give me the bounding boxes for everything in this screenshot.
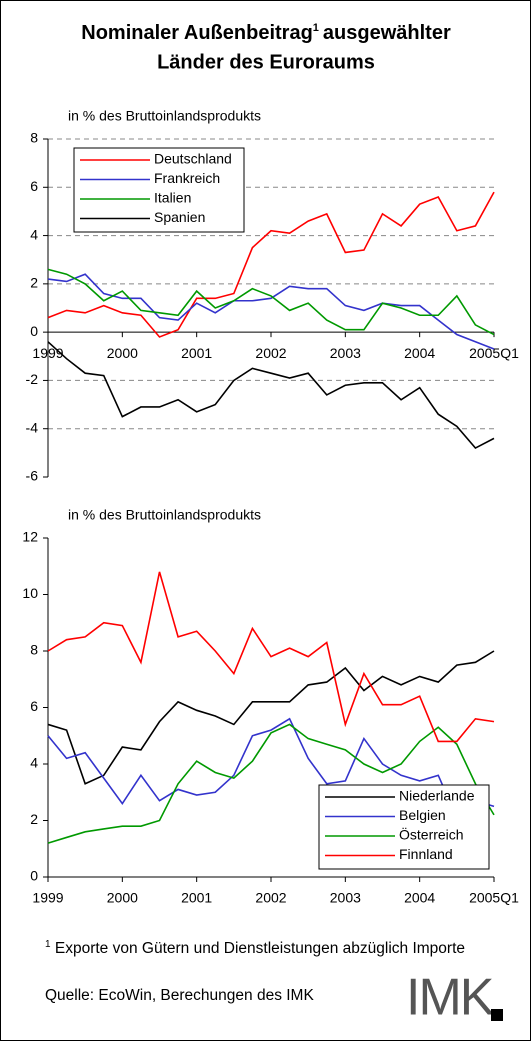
x-tick-label: 2001 <box>181 345 212 361</box>
series-line <box>47 723 495 844</box>
y-tick-label: -2 <box>26 371 39 387</box>
series-line <box>47 273 495 350</box>
chart-title: Nominaler Außenbeitrag1 ausgewählter <box>81 22 451 44</box>
legend-label: Italien <box>154 190 191 206</box>
legend-label: Finnland <box>399 846 453 862</box>
legend-label: Österreich <box>399 826 464 843</box>
y-tick-label: 0 <box>30 323 38 339</box>
x-tick-label: 2000 <box>107 345 138 361</box>
logo-square <box>491 1009 503 1021</box>
x-tick-label: 2005Q1 <box>469 345 519 361</box>
series-line <box>47 650 495 785</box>
y-tick-label: 6 <box>30 698 38 714</box>
y-tick-label: 4 <box>30 755 38 771</box>
y-tick-label: 12 <box>22 529 38 545</box>
title-part: ausgewählter <box>323 22 451 44</box>
x-tick-label: 2002 <box>255 345 286 361</box>
x-tick-label: 1999 <box>32 890 63 906</box>
y-axis-label: in % des Bruttoinlandsprodukts <box>68 507 261 523</box>
series-line <box>47 191 495 338</box>
title-sup: 1 <box>313 22 319 34</box>
y-axis-label: in % des Bruttoinlandsprodukts <box>68 108 261 124</box>
y-tick-label: 2 <box>30 811 38 827</box>
x-tick-label: 2001 <box>181 890 212 906</box>
y-tick-label: 6 <box>30 178 38 194</box>
y-tick-label: -6 <box>26 468 39 484</box>
footnote-mark: 1 <box>45 939 51 950</box>
x-tick-label: 2003 <box>330 890 361 906</box>
x-tick-label: 2005Q1 <box>469 890 519 906</box>
y-tick-label: -4 <box>26 419 39 435</box>
source: Quelle: EcoWin, Berechungen des IMK <box>45 987 314 1004</box>
y-tick-label: 8 <box>30 130 38 146</box>
series-line <box>47 268 495 336</box>
y-tick-label: 0 <box>30 868 38 884</box>
legend-label: Niederlande <box>399 788 475 804</box>
y-tick-label: 8 <box>30 642 38 658</box>
series-line <box>47 341 495 450</box>
legend-label: Spanien <box>154 209 205 225</box>
x-tick-label: 2004 <box>404 345 435 361</box>
footnote-text: Exporte von Gütern und Dienstleistungen … <box>54 940 466 958</box>
legend-label: Frankreich <box>154 170 220 186</box>
x-tick-label: 2002 <box>255 890 286 906</box>
footnote: 1 Exporte von Gütern und Dienstleistunge… <box>45 931 495 962</box>
x-tick-label: 2000 <box>107 890 138 906</box>
title-part: Nominaler Außenbeitrag <box>81 22 313 44</box>
series-line <box>47 571 495 743</box>
chart-title: Länder des Euroraums <box>157 51 375 73</box>
series-line <box>47 717 495 820</box>
x-tick-label: 2004 <box>404 890 435 906</box>
y-tick-label: 4 <box>30 226 38 242</box>
y-tick-label: 10 <box>22 585 38 601</box>
x-tick-label: 2003 <box>330 345 361 361</box>
legend-label: Deutschland <box>154 151 232 167</box>
legend-label: Belgien <box>399 807 446 823</box>
y-tick-label: 2 <box>30 275 38 291</box>
logo: IMK <box>406 969 495 1027</box>
